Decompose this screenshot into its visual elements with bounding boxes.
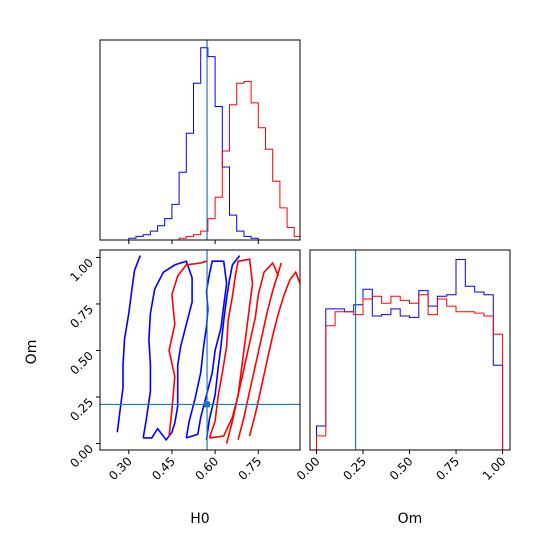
om-hist-frame — [309, 249, 511, 451]
red-contour-3 — [225, 261, 280, 444]
h0-hist-frame — [99, 39, 301, 241]
om-hist-red-series — [310, 294, 510, 451]
blue-contour-3 — [116, 255, 142, 433]
blue-contour-4 — [205, 255, 241, 440]
red-contour-5 — [248, 270, 300, 437]
red-contour-4 — [237, 262, 283, 441]
h0-axis-label: H0 — [190, 511, 209, 527]
contour-frame — [99, 249, 301, 451]
om-y-axis-label: Om — [24, 340, 40, 365]
truth-marker — [204, 401, 211, 408]
om-axis-label: Om — [398, 511, 423, 527]
h0-histogram-panel — [99, 39, 301, 244]
red-contour-2 — [168, 260, 207, 437]
h0-hist-blue-series — [100, 47, 300, 241]
